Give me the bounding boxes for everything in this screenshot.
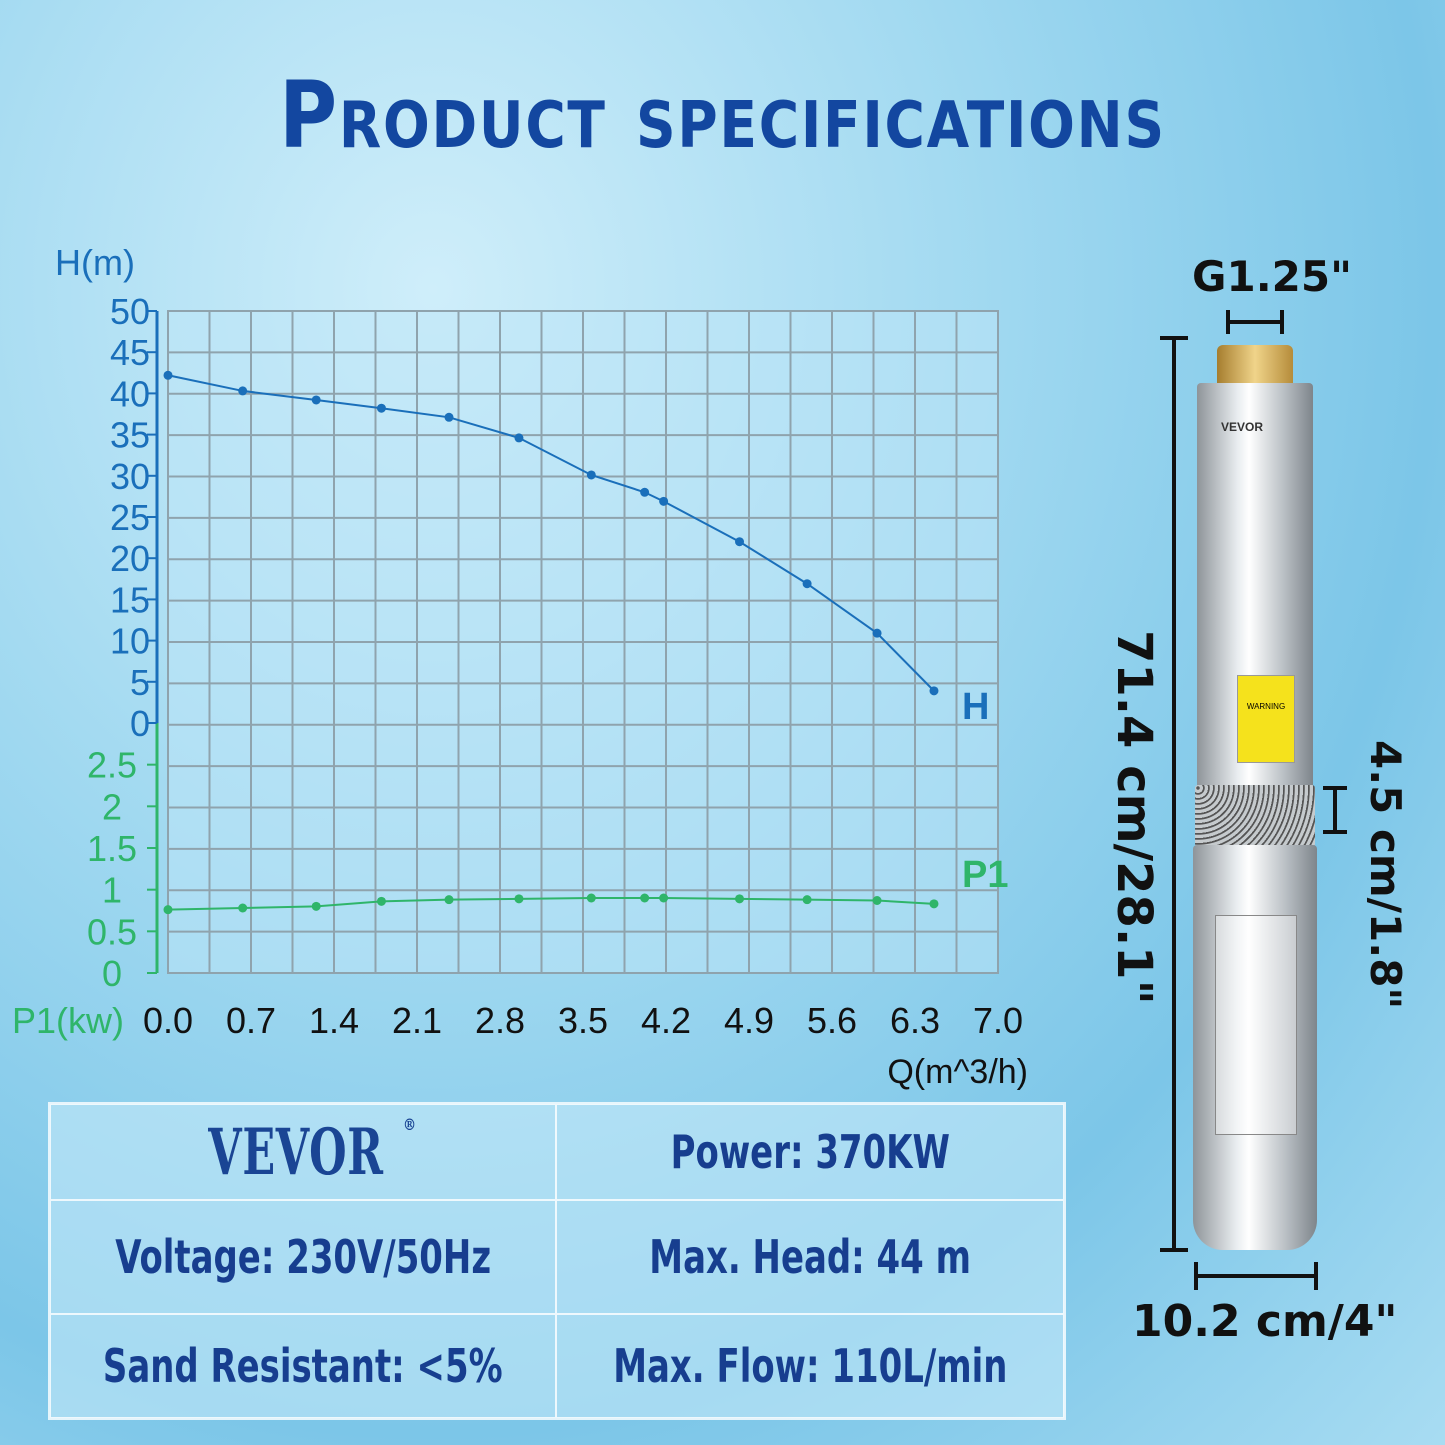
data-point-H [444, 412, 454, 422]
h-tick-label: 35 [110, 415, 150, 456]
x-axis-label: Q(m^3/h) [887, 1053, 1028, 1091]
data-point-H [586, 470, 596, 480]
x-tick-label: 4.2 [641, 1000, 691, 1041]
page-title: Product specifications [279, 62, 1166, 169]
data-point-P1 [586, 893, 596, 903]
inlet-size-label: 4.5 cm/1.8" [1361, 740, 1410, 1010]
brand-logo: VEVOR ® [208, 1114, 417, 1190]
p1-tick-label: 1 [102, 870, 122, 911]
data-point-P1 [238, 903, 248, 913]
length-label: 71.4 cm/28.1" [1106, 630, 1162, 1005]
data-point-P1 [802, 895, 812, 905]
brand-cell: VEVOR ® [50, 1104, 556, 1200]
x-tick-label: 1.4 [309, 1000, 359, 1041]
data-point-H [514, 433, 524, 443]
data-point-P1 [929, 899, 939, 909]
p1-tick-label: 0.5 [87, 911, 137, 952]
data-point-P1 [514, 894, 524, 904]
x-tick-label: 5.6 [807, 1000, 857, 1041]
data-point-P1 [163, 905, 173, 915]
x-tick-label: 6.3 [890, 1000, 940, 1041]
data-point-P1 [659, 893, 669, 903]
p1-tick-label: 1.5 [87, 828, 137, 869]
x-tick-label: 7.0 [973, 1000, 1023, 1041]
head-cell: Max. Head: 44 m [556, 1200, 1064, 1314]
h-tick-label: 5 [130, 662, 150, 703]
data-point-H [376, 403, 386, 413]
h-tick-label: 25 [110, 497, 150, 538]
data-point-P1 [376, 896, 386, 906]
series-label-H: H [962, 686, 989, 728]
h-tick-label: 40 [110, 373, 150, 414]
outlet-size-label: G1.25" [1192, 252, 1352, 301]
p1-tick-label: 2.5 [87, 745, 137, 786]
h-tick-label: 0 [130, 703, 150, 744]
data-point-H [163, 370, 173, 380]
data-point-H [802, 579, 812, 589]
h-tick-label: 15 [110, 579, 150, 620]
p1-tick-label: 0 [102, 953, 122, 994]
h-tick-label: 20 [110, 538, 150, 579]
x-tick-label: 4.9 [724, 1000, 774, 1041]
p1-tick-label: 2 [102, 786, 122, 827]
data-point-P1 [311, 901, 321, 911]
power-cell: Power: 370KW [556, 1104, 1064, 1200]
h-axis-label: H(m) [55, 242, 135, 283]
data-point-H [872, 628, 882, 638]
x-tick-label: 2.8 [475, 1000, 525, 1041]
data-point-H [640, 487, 650, 497]
x-tick-label: 3.5 [558, 1000, 608, 1041]
p1-axis-label: P1(kw) [12, 1000, 124, 1041]
data-point-P1 [444, 895, 454, 905]
warning-label: WARNING [1237, 675, 1295, 763]
voltage-cell: Voltage: 230V/50Hz [50, 1200, 556, 1314]
pump-brand-label: VEVOR [1221, 420, 1264, 434]
data-point-H [929, 686, 939, 696]
pump-curve-chart: 504540353025201510502.521.510.50H(m)P1(k… [12, 242, 1028, 1091]
h-tick-label: 45 [110, 332, 150, 373]
x-tick-label: 0.7 [226, 1000, 276, 1041]
h-tick-label: 10 [110, 621, 150, 662]
sand-cell: Sand Resistant: <5% [50, 1314, 556, 1418]
data-point-H [311, 395, 321, 405]
data-point-P1 [872, 896, 882, 905]
x-tick-label: 2.1 [392, 1000, 442, 1041]
data-point-P1 [735, 894, 745, 904]
spec-table: VEVOR ® Power: 370KW Voltage: 230V/50Hz M… [48, 1102, 1066, 1420]
h-tick-label: 50 [110, 291, 150, 332]
x-tick-label: 0.0 [143, 1000, 193, 1041]
flow-cell: Max. Flow: 110L/min [556, 1314, 1064, 1418]
diameter-label: 10.2 cm/4" [1132, 1296, 1398, 1347]
data-point-P1 [640, 893, 650, 903]
pump-image: VEVOR WARNING [1193, 345, 1317, 1250]
h-tick-label: 30 [110, 456, 150, 497]
data-point-H [659, 496, 669, 506]
data-point-H [735, 537, 745, 547]
data-point-H [238, 386, 248, 396]
series-label-P1: P1 [962, 854, 1008, 896]
